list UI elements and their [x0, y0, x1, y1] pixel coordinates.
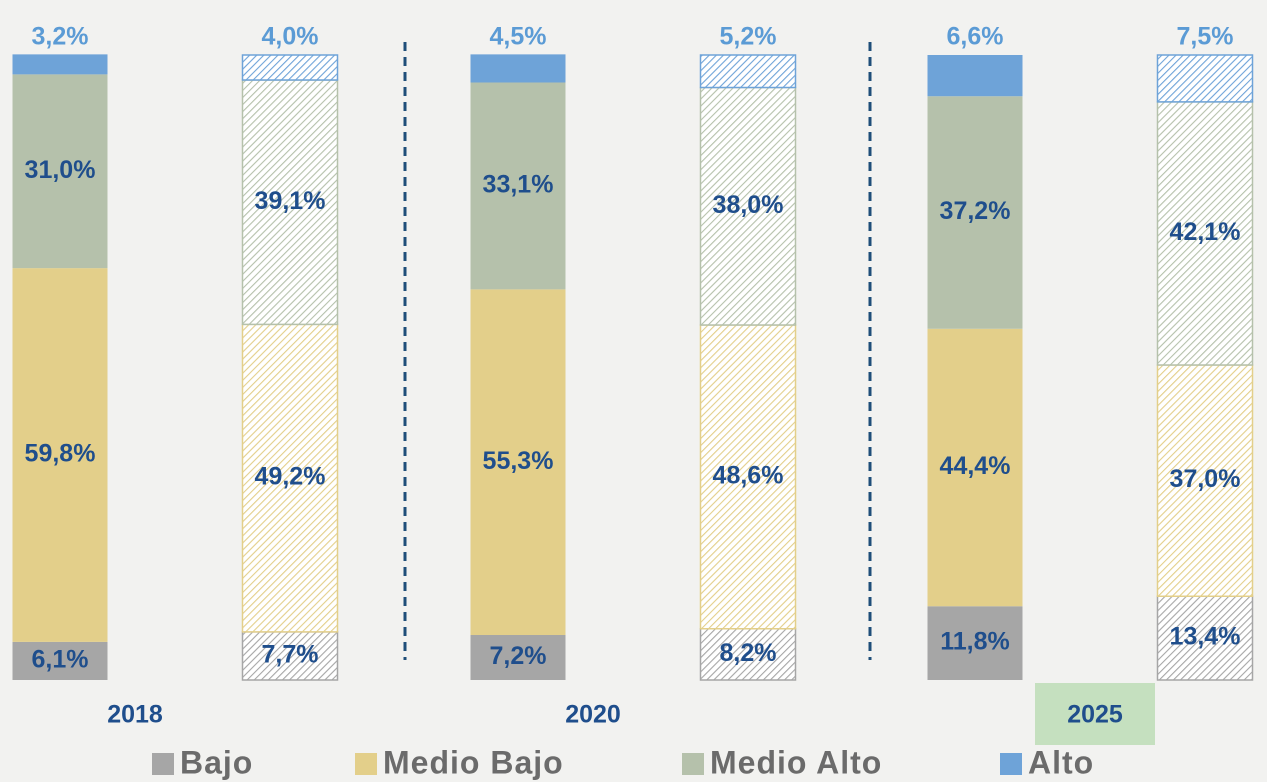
legend-label: Medio Bajo — [383, 744, 564, 780]
bar-segment — [699, 324, 797, 630]
bar-segment — [470, 289, 566, 635]
bar-segment — [1156, 54, 1254, 103]
bar-segment — [927, 96, 1023, 329]
value-label: 48,6% — [713, 461, 784, 489]
bar-segment — [241, 54, 339, 81]
value-label: 49,2% — [255, 463, 326, 491]
bar-segment — [241, 323, 339, 633]
x-tick-label: 2020 — [565, 701, 621, 729]
value-label: 38,0% — [713, 191, 784, 219]
x-tick-label: 2018 — [107, 701, 163, 729]
bar-segment — [699, 628, 797, 681]
legend-label: Medio Alto — [710, 744, 882, 780]
value-label: 31,0% — [25, 156, 96, 184]
value-label: 8,2% — [720, 639, 777, 667]
bar-segment — [927, 55, 1023, 97]
bar-segment — [699, 54, 797, 89]
bar-segment — [470, 82, 566, 290]
bar-segment — [241, 79, 339, 326]
value-label: 59,8% — [25, 440, 96, 468]
bar-segment — [927, 328, 1023, 607]
x-tick-label: 2025 — [1067, 701, 1123, 729]
legend-label: Alto — [1028, 744, 1094, 780]
bar-segment — [12, 54, 108, 75]
value-label: 7,2% — [490, 642, 547, 670]
value-label: 13,4% — [1170, 623, 1241, 651]
value-label: 4,0% — [262, 23, 319, 51]
value-label: 6,1% — [32, 646, 89, 674]
bar-segment — [1156, 364, 1254, 597]
bar-segment — [1156, 595, 1254, 681]
bar-segment — [927, 606, 1023, 680]
value-label: 11,8% — [940, 628, 1010, 656]
bar-segment — [470, 54, 566, 83]
value-label: 3,2% — [32, 23, 89, 51]
bar-segment — [12, 268, 108, 642]
value-label: 33,1% — [483, 171, 554, 199]
bar-segment — [241, 631, 339, 681]
value-label: 55,3% — [483, 447, 554, 475]
bar-segment — [1156, 101, 1254, 366]
value-label: 37,0% — [1170, 465, 1241, 493]
value-label: 39,1% — [255, 187, 326, 215]
legend-swatch — [152, 753, 174, 775]
value-label: 44,4% — [940, 452, 1011, 480]
legend-swatch — [355, 753, 377, 775]
value-label: 6,6% — [947, 23, 1004, 51]
value-label: 4,5% — [490, 23, 547, 51]
bar-segment — [470, 635, 566, 680]
value-label: 37,2% — [940, 197, 1011, 225]
bar-segment — [699, 86, 797, 326]
value-label: 5,2% — [720, 23, 777, 51]
bar-segment — [12, 641, 108, 680]
value-label: 7,7% — [262, 641, 319, 669]
legend-swatch — [682, 753, 704, 775]
bar-segment — [12, 74, 108, 269]
value-label: 42,1% — [1170, 218, 1241, 246]
year-highlight — [1035, 683, 1155, 745]
legend-swatch — [1000, 753, 1022, 775]
value-label: 7,5% — [1177, 23, 1234, 51]
legend-label: Bajo — [180, 744, 253, 780]
